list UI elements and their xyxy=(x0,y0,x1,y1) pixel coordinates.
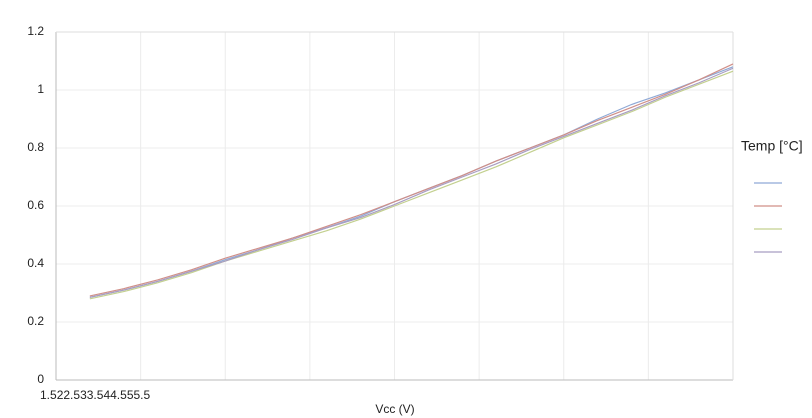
x-tick-label: 2.5 xyxy=(63,388,80,402)
x-tick-label: 4.5 xyxy=(110,388,127,402)
series-line xyxy=(89,66,734,298)
x-tick-labels: 1.522.533.544.555.5 xyxy=(40,388,151,402)
y-tick-label: 0.6 xyxy=(27,198,44,212)
y-tick-label: 0 xyxy=(37,372,44,386)
x-tick-label: 5.5 xyxy=(134,388,151,402)
x-tick-label: 3 xyxy=(80,388,87,402)
y-tick-label: 1.2 xyxy=(27,24,44,38)
y-tick-label: 0.8 xyxy=(27,140,44,154)
x-axis-label: Vcc (V) xyxy=(375,402,414,416)
y-tick-label: 0.2 xyxy=(27,314,44,328)
x-tick-label: 1.5 xyxy=(40,388,57,402)
x-tick-label: 3.5 xyxy=(87,388,104,402)
series-line xyxy=(89,70,734,300)
series-line xyxy=(89,63,734,297)
y-tick-label: 1 xyxy=(37,82,44,96)
legend-title: Temp [°C] xyxy=(741,138,803,154)
series-line xyxy=(89,67,734,298)
x-tick-label: 4 xyxy=(103,388,110,402)
y-tick-label: 0.4 xyxy=(27,256,44,270)
x-tick-label: 2 xyxy=(57,388,64,402)
x-tick-label: 5 xyxy=(127,388,134,402)
